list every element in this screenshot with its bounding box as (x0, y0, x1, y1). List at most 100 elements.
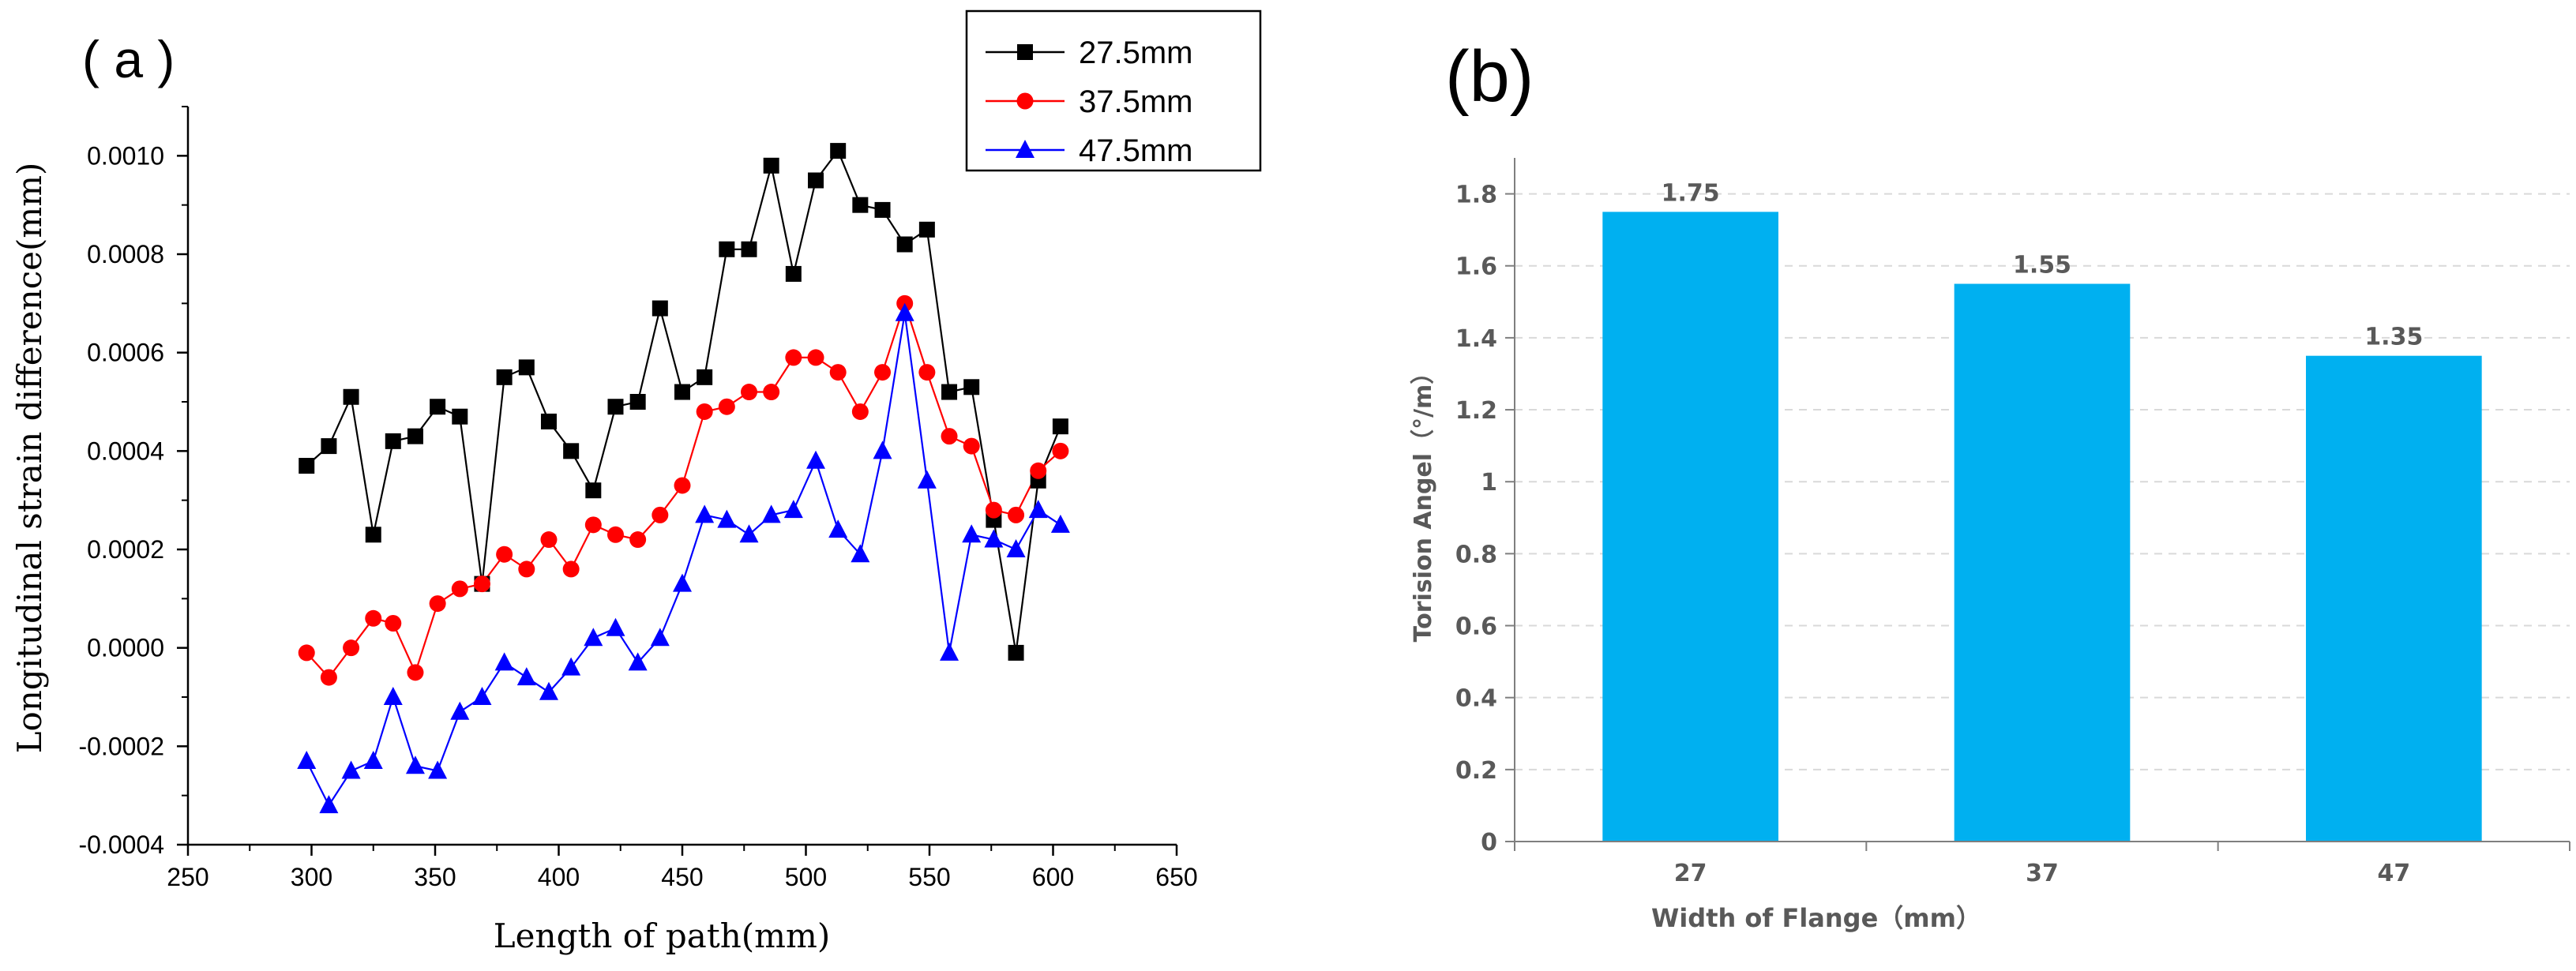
x-tick-label: 450 (661, 863, 703, 891)
data-point-37.5mm (562, 560, 580, 578)
x-tick-label: 250 (167, 863, 208, 891)
data-point-27.5mm (896, 236, 913, 253)
data-point-37.5mm (1030, 462, 1047, 479)
data-point-47.5mm (494, 652, 514, 671)
y-tick-label: 0 (1481, 829, 1497, 857)
data-point-37.5mm (385, 615, 402, 632)
data-point-27.5mm (496, 369, 513, 385)
x-tick-label: 600 (1032, 863, 1074, 891)
data-point-47.5mm (516, 667, 536, 686)
panel-b-y-axis-label: Torision Angel（°/m） (1410, 361, 1437, 643)
data-point-47.5mm (341, 760, 361, 779)
data-point-47.5mm (606, 617, 625, 636)
data-point-47.5mm (363, 751, 383, 770)
data-point-37.5mm (763, 384, 780, 401)
x-tick-label: 550 (908, 863, 950, 891)
data-point-47.5mm (873, 441, 892, 459)
data-point-27.5mm (407, 428, 423, 444)
legend-marker-27.5mm (1017, 44, 1033, 60)
data-point-27.5mm (763, 157, 779, 174)
data-point-37.5mm (584, 516, 602, 534)
data-point-37.5mm (1008, 506, 1025, 523)
data-point-27.5mm (563, 443, 580, 459)
data-point-37.5mm (365, 609, 382, 627)
data-point-27.5mm (585, 482, 602, 499)
data-point-47.5mm (428, 760, 448, 779)
bar-value-label: 1.55 (2013, 252, 2071, 279)
panel-b-bar-chart: (b) 1.75 1.55 1.35 0 0.2 0.4 0.6 0.8 1 1.2 1.4 1.6… (1410, 36, 2570, 933)
panel-b-x-axis-label: Width of Flange（mm） (1651, 903, 1981, 933)
data-point-27.5mm (365, 527, 381, 543)
data-point-47.5mm (828, 519, 848, 538)
x-tick-label: 27 (1674, 860, 1707, 887)
data-point-47.5mm (739, 524, 759, 543)
data-point-27.5mm (741, 241, 757, 257)
data-point-37.5mm (874, 364, 892, 381)
data-point-27.5mm (852, 197, 869, 213)
x-tick-label: 37 (2026, 860, 2059, 887)
y-tick-label: 0.4 (1455, 685, 1497, 713)
data-point-37.5mm (851, 403, 869, 420)
data-point-27.5mm (697, 369, 713, 385)
data-point-47.5mm (917, 470, 937, 489)
y-tick-label: 1.8 (1455, 182, 1497, 209)
data-point-27.5mm (629, 394, 646, 410)
data-point-47.5mm (405, 755, 425, 774)
data-point-27.5mm (518, 359, 535, 376)
data-point-27.5mm (941, 384, 958, 400)
panel-b-axes: 0 0.2 0.4 0.6 0.8 1 1.2 1.4 1.6 1.8 27 37 47 (1455, 158, 2570, 887)
data-point-27.5mm (321, 438, 337, 455)
data-point-37.5mm (451, 580, 468, 598)
panel-b-bars: 1.75 1.55 1.35 (1602, 179, 2482, 842)
data-point-37.5mm (963, 437, 980, 455)
data-point-37.5mm (696, 403, 713, 420)
data-point-37.5mm (741, 384, 758, 401)
data-point-27.5mm (785, 265, 802, 282)
data-point-47.5mm (695, 504, 715, 523)
data-point-37.5mm (518, 560, 535, 578)
data-point-37.5mm (407, 664, 424, 681)
data-point-37.5mm (1052, 442, 1069, 459)
data-point-27.5mm (719, 241, 735, 257)
y-tick-label: 0.0002 (87, 535, 164, 564)
data-point-47.5mm (761, 504, 781, 523)
legend-marker-37.5mm (1016, 92, 1034, 110)
data-point-37.5mm (496, 545, 513, 563)
data-point-37.5mm (829, 364, 847, 381)
panel-a-axes: 250 300 350 400 450 500 550 600 650 -0.0004 -0.000… (78, 106, 1198, 891)
panel-b-label: (b) (1445, 36, 1534, 117)
legend-box (965, 9, 1262, 172)
data-point-47.5mm (806, 450, 826, 469)
data-point-47.5mm (472, 687, 492, 705)
data-point-47.5mm (717, 509, 737, 528)
data-point-37.5mm (629, 531, 647, 549)
panel-a-y-axis-label: Longitudinal strain difference(mm) (10, 163, 49, 754)
data-point-27.5mm (385, 433, 401, 449)
x-tick-label: 300 (291, 863, 332, 891)
data-point-27.5mm (452, 408, 468, 425)
data-point-27.5mm (874, 201, 891, 218)
data-point-47.5mm (984, 529, 1004, 548)
y-tick-label: 0.6 (1455, 613, 1497, 641)
y-tick-label: 0.0008 (87, 240, 164, 268)
data-point-47.5mm (1006, 539, 1026, 557)
x-tick-label: 400 (538, 863, 580, 891)
data-point-27.5mm (830, 143, 847, 159)
y-tick-label: 1.4 (1455, 325, 1497, 353)
data-point-27.5mm (808, 172, 824, 189)
y-tick-label: -0.0002 (78, 732, 164, 760)
x-tick-label: 47 (2377, 860, 2410, 887)
data-point-47.5mm (851, 544, 870, 563)
data-point-27.5mm (430, 399, 446, 415)
data-point-47.5mm (539, 681, 558, 700)
data-point-37.5mm (298, 644, 315, 662)
data-point-47.5mm (1050, 514, 1070, 533)
y-tick-label: 0.0010 (87, 141, 164, 170)
data-point-47.5mm (561, 657, 581, 676)
data-point-27.5mm (918, 221, 935, 238)
data-point-37.5mm (718, 398, 735, 415)
data-point-37.5mm (918, 364, 936, 381)
panel-a-series-markers (297, 143, 1070, 814)
legend-label-37.5mm: 37.5mm (1079, 84, 1193, 119)
data-point-47.5mm (383, 687, 403, 705)
